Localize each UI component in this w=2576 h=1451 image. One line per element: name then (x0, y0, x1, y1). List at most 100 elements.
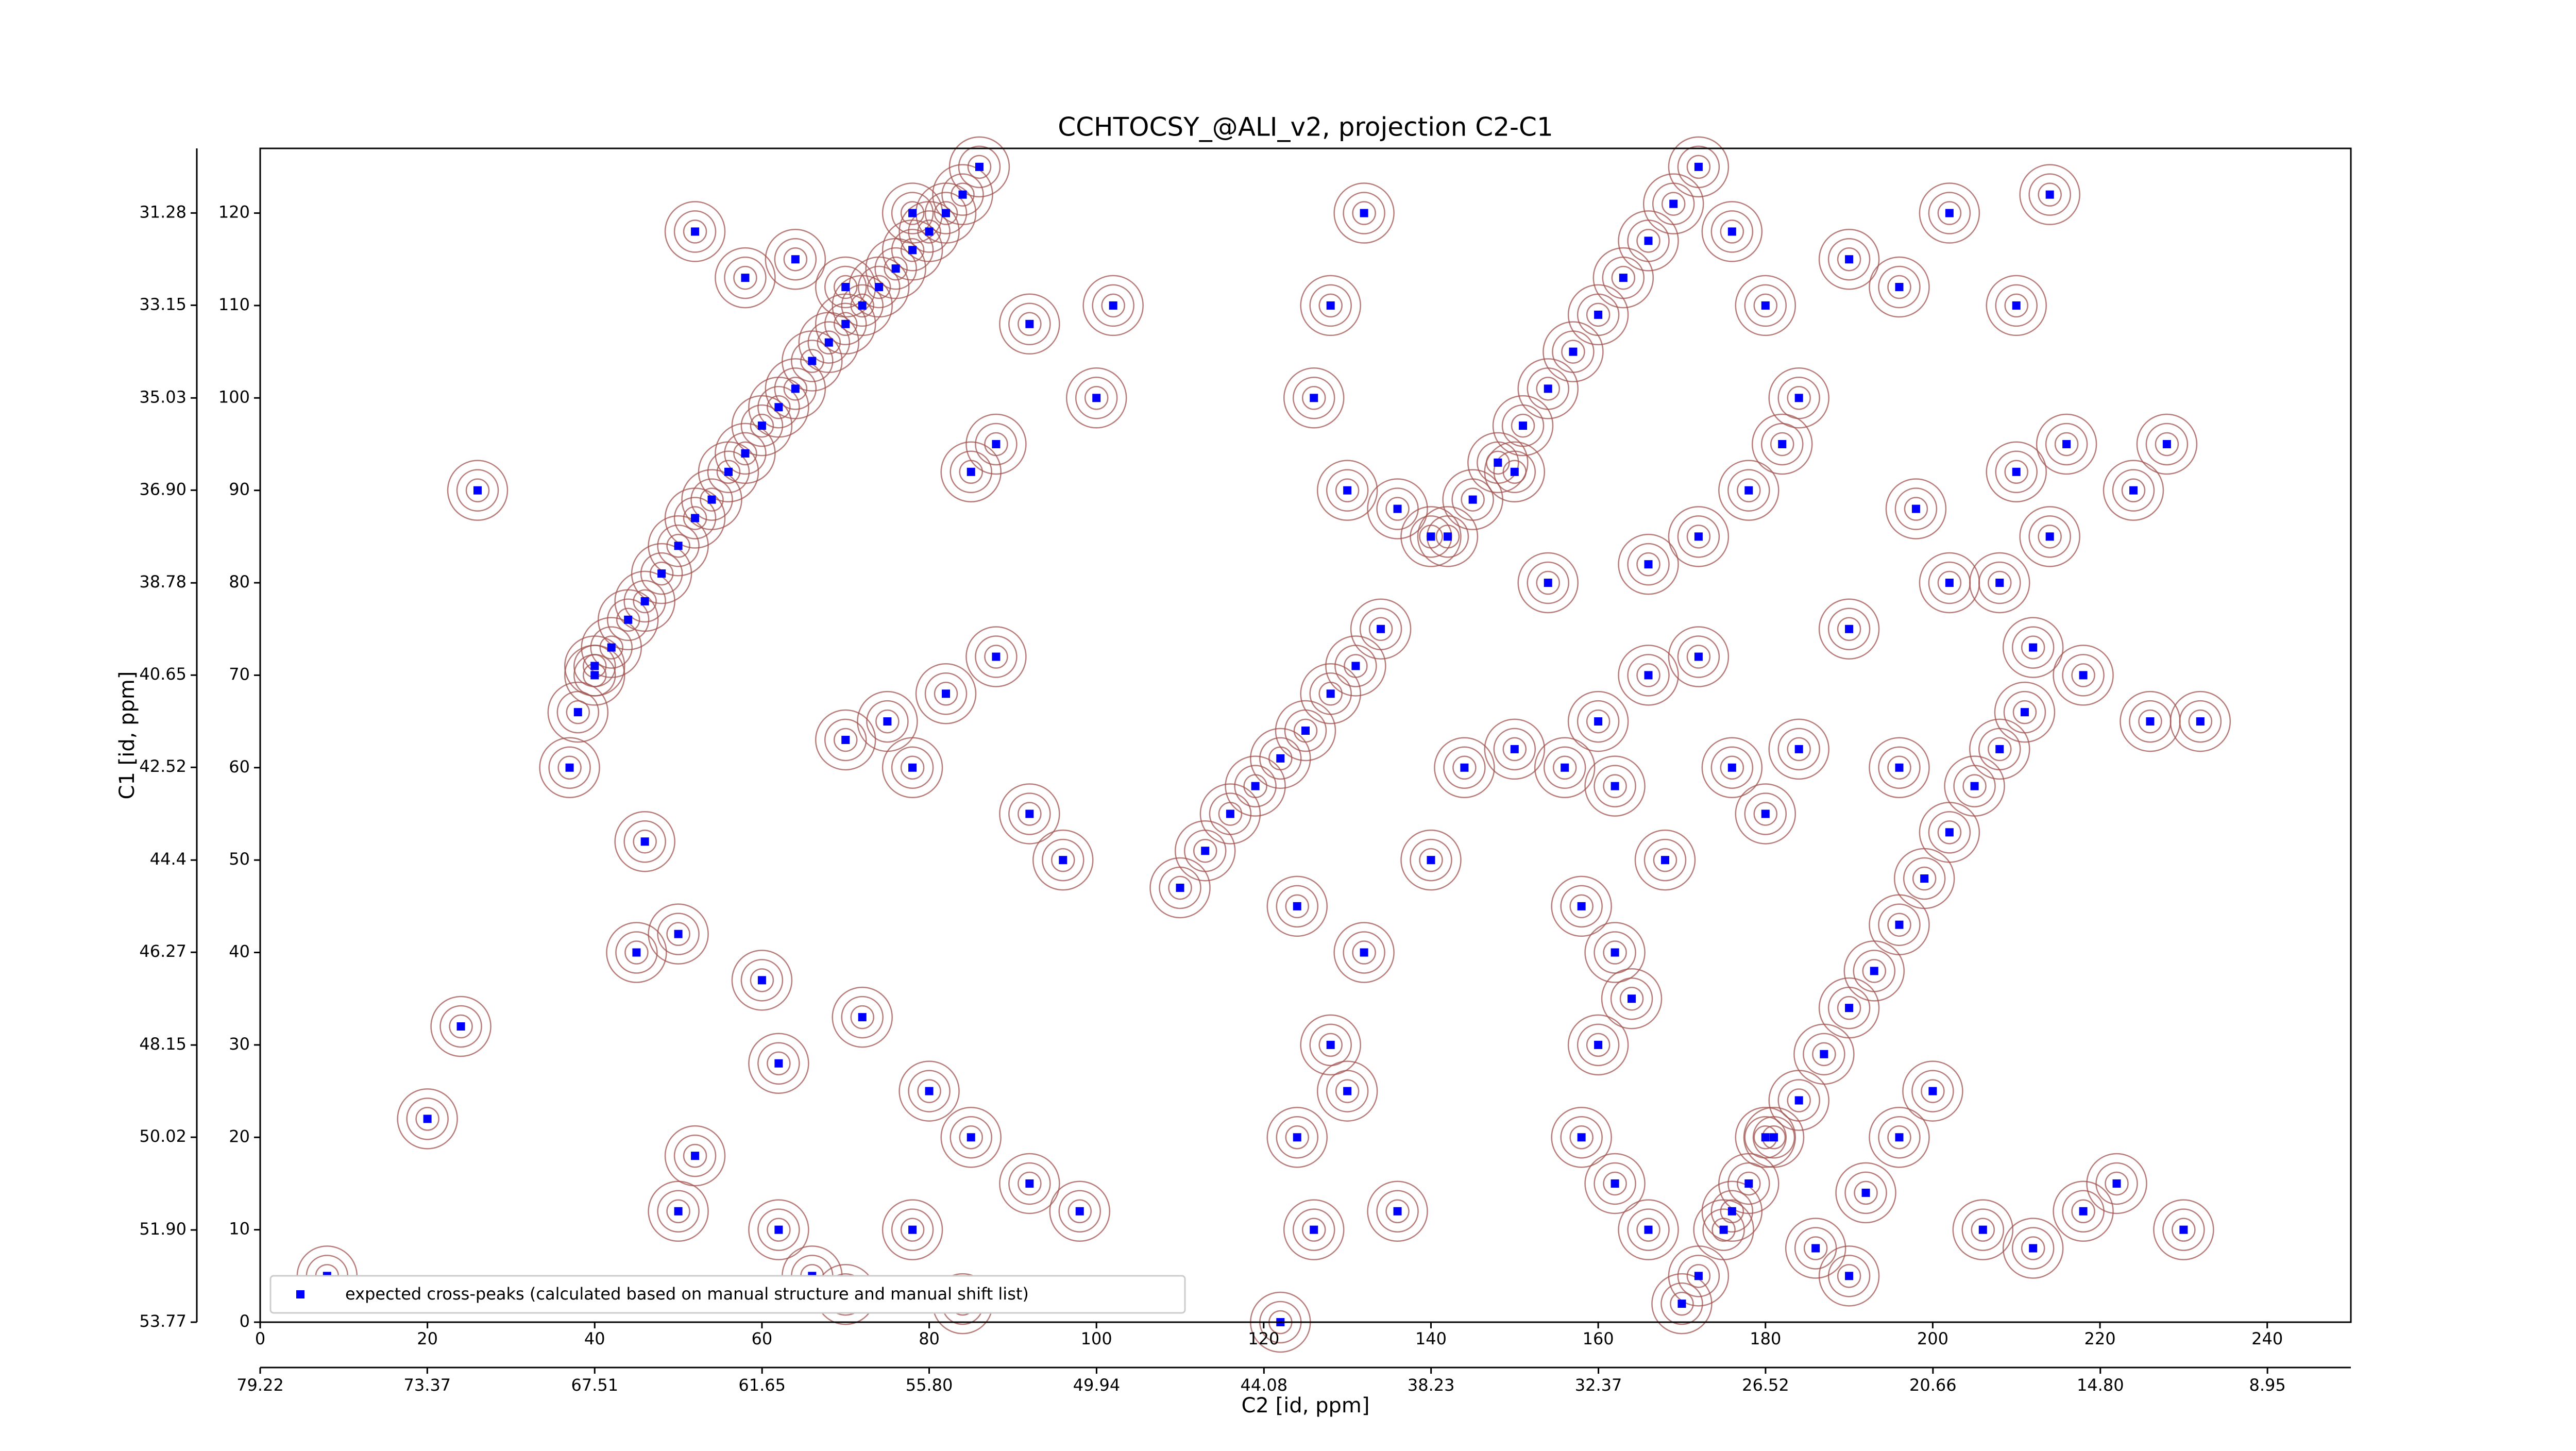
contour (666, 534, 690, 558)
contour (934, 201, 958, 225)
contour (1803, 1033, 1845, 1076)
contour (1919, 552, 1980, 614)
contour (1493, 450, 1536, 494)
contour (765, 358, 826, 419)
contour (1903, 857, 1946, 900)
cross-peak (1895, 763, 1904, 772)
contour (1276, 1116, 1319, 1159)
contour (1333, 922, 1395, 983)
cross-peak (1427, 856, 1435, 865)
contour (1343, 931, 1385, 974)
contour (850, 293, 874, 318)
contour (733, 265, 757, 290)
contour (1887, 275, 1911, 299)
chart-title: CCHTOCSY_@ALI_v2, projection C2-C1 (1058, 112, 1553, 142)
contour (2004, 293, 2028, 318)
contour (1760, 423, 1804, 466)
x2-tick-label: 14.80 (2077, 1375, 2124, 1395)
legend-box (269, 1275, 1186, 1314)
contour (941, 173, 984, 216)
cross-peak (1719, 1225, 1728, 1234)
contour (1352, 201, 1376, 225)
contour (1878, 1116, 1921, 1159)
contour (548, 746, 591, 789)
contour (767, 395, 791, 419)
cross-peak (858, 1013, 867, 1022)
contour (1827, 1255, 1871, 1297)
y-tick-label: 50 (229, 849, 250, 869)
cross-peak (1611, 782, 1619, 790)
cross-peak (1845, 255, 1854, 264)
contour (1787, 386, 1811, 410)
cross-peak (1251, 782, 1260, 790)
cross-peak (1945, 209, 1954, 217)
contour (640, 552, 683, 595)
contour (1084, 386, 1109, 410)
cross-peak (1794, 394, 1803, 402)
contour (1794, 1227, 1837, 1270)
contour (1743, 1107, 1805, 1168)
contour (1335, 478, 1360, 502)
contour (774, 238, 817, 281)
contour (1720, 755, 1744, 780)
contour (1912, 866, 1937, 891)
cross-peak (1995, 745, 2004, 753)
contour (1601, 968, 1663, 1030)
contour (774, 367, 817, 410)
contour (900, 238, 925, 262)
cross-peak (975, 162, 984, 171)
contour (1594, 1162, 1636, 1205)
contour (1636, 229, 1660, 253)
cross-peak (1644, 237, 1653, 245)
contour (1285, 894, 1310, 919)
contour (631, 543, 692, 604)
contour (940, 441, 1002, 503)
contour (1869, 737, 1930, 799)
contour (1493, 728, 1536, 771)
contour (1350, 598, 1412, 660)
cross-peak (1794, 1096, 1803, 1105)
contour (1058, 1190, 1101, 1233)
contour (1677, 635, 1720, 678)
contour (1869, 256, 1930, 318)
contour (1551, 1107, 1612, 1168)
contour (841, 284, 884, 327)
cross-peak (1025, 319, 1034, 328)
contour (1352, 940, 1376, 965)
cross-peak (423, 1115, 432, 1123)
x-tick-label: 180 (1750, 1329, 1781, 1348)
contour (1618, 210, 1679, 272)
cross-peak (1468, 495, 1477, 504)
cross-peak (2079, 671, 2088, 680)
contour (1894, 487, 1938, 530)
contour (564, 635, 625, 697)
cross-peak (724, 467, 733, 476)
contour (1718, 460, 1780, 521)
x2-tick-label: 55.80 (906, 1375, 953, 1395)
cross-peak (1744, 486, 1753, 495)
contour (875, 709, 900, 734)
contour (1560, 1116, 1603, 1159)
contour (539, 737, 600, 799)
cross-peak (925, 1087, 934, 1095)
cross-peak (1669, 199, 1678, 208)
cross-peak (958, 190, 967, 199)
cross-peak (1109, 301, 1117, 310)
contour (965, 413, 1027, 475)
cross-peak (590, 671, 599, 680)
cross-peak (2029, 1244, 2038, 1253)
contour (740, 404, 784, 447)
x-tick-label: 40 (584, 1329, 605, 1348)
contour (1937, 570, 1962, 595)
contour (664, 201, 726, 262)
contour (1835, 1162, 1896, 1224)
x2-tick-label: 26.52 (1742, 1375, 1789, 1395)
cross-peak (1911, 504, 1920, 513)
contour (1902, 1060, 1963, 1122)
contour (1301, 386, 1326, 410)
contour (1911, 1070, 1954, 1112)
contour (1862, 959, 1887, 983)
cross-peak (1619, 274, 1628, 282)
contour (1660, 1282, 1703, 1325)
cross-peak (1510, 745, 1519, 753)
